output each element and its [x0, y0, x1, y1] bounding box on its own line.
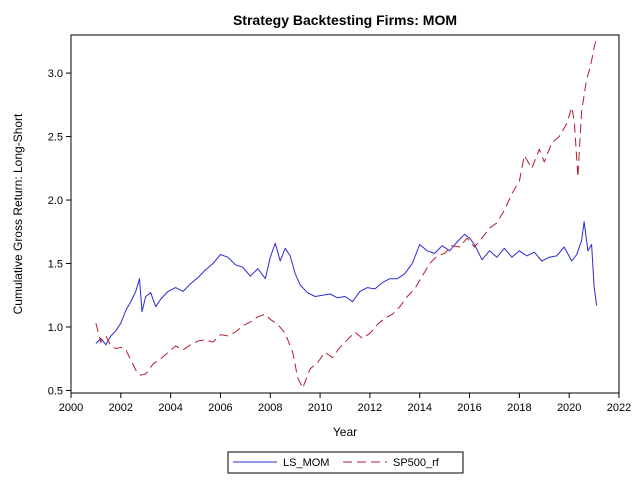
x-tick-label: 2014 [407, 402, 431, 414]
x-tick-label: 2004 [158, 402, 182, 414]
x-tick-label: 2010 [308, 402, 332, 414]
x-tick-label: 2006 [208, 402, 232, 414]
legend-label: SP500_rf [393, 457, 440, 469]
x-tick-label: 2002 [109, 402, 133, 414]
x-tick-label: 2008 [258, 402, 282, 414]
x-axis-ticks: 2000 2002 2004 2006 2008 2010 2012 2014 2016 2018… [59, 393, 631, 414]
y-tick-label: 2.5 [48, 132, 63, 144]
x-tick-label: 2016 [457, 402, 481, 414]
plot-area-frame [70, 34, 620, 394]
y-tick-label: 1.0 [48, 322, 63, 334]
y-tick-label: 0.5 [48, 385, 63, 397]
x-tick-label: 2020 [557, 402, 581, 414]
x-tick-label: 2022 [607, 402, 631, 414]
legend-label: LS_MOM [283, 457, 329, 469]
x-tick-label: 2000 [59, 402, 83, 414]
y-tick-label: 1.5 [48, 259, 63, 271]
series-line-ls-mom [95, 221, 598, 346]
x-axis-title: Year [333, 425, 357, 439]
series-layer [95, 37, 598, 389]
legend: LS_MOM SP500_rf [227, 451, 464, 474]
x-tick-label: 2018 [507, 402, 531, 414]
y-axis-title: Cumulative Gross Return: Long-Short [11, 113, 25, 314]
y-tick-label: 3.0 [48, 68, 63, 80]
chart-title: Strategy Backtesting Firms: MOM [233, 12, 457, 28]
series-line-sp500-rf [95, 37, 598, 389]
y-tick-label: 2.0 [48, 195, 63, 207]
y-axis-ticks: 0.5 1.0 1.5 2.0 2.5 3.0 [48, 68, 71, 397]
x-tick-label: 2012 [358, 402, 382, 414]
